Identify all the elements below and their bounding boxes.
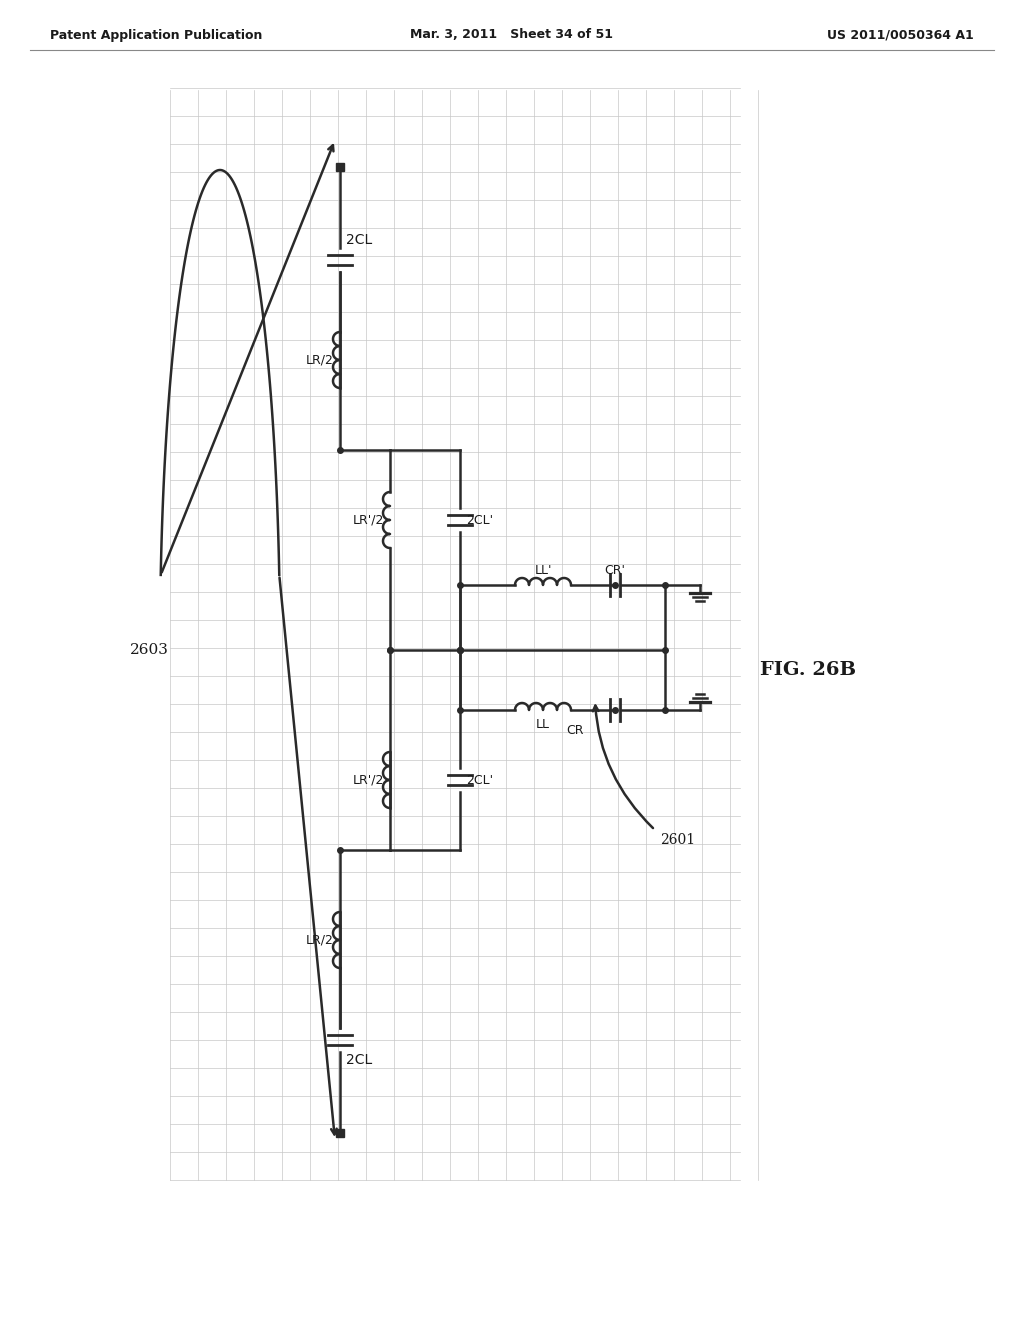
Text: LR/2: LR/2 bbox=[306, 933, 334, 946]
Text: 2CL: 2CL bbox=[346, 234, 373, 247]
Text: Mar. 3, 2011   Sheet 34 of 51: Mar. 3, 2011 Sheet 34 of 51 bbox=[411, 29, 613, 41]
Bar bbox=[336, 1129, 344, 1137]
Text: LR'/2: LR'/2 bbox=[352, 774, 384, 787]
Text: CR: CR bbox=[566, 723, 584, 737]
Text: LL: LL bbox=[536, 718, 550, 731]
Text: 2CL': 2CL' bbox=[466, 513, 494, 527]
Text: LL': LL' bbox=[535, 564, 552, 577]
Text: Patent Application Publication: Patent Application Publication bbox=[50, 29, 262, 41]
Text: 2603: 2603 bbox=[130, 643, 169, 657]
Text: CR': CR' bbox=[604, 564, 626, 577]
Text: 2601: 2601 bbox=[660, 833, 695, 847]
Text: LR/2: LR/2 bbox=[306, 354, 334, 367]
Text: 2CL': 2CL' bbox=[466, 774, 494, 787]
Bar bbox=[336, 162, 344, 172]
Text: FIG. 26B: FIG. 26B bbox=[760, 661, 856, 678]
Text: 2CL: 2CL bbox=[346, 1053, 373, 1067]
Text: LR'/2: LR'/2 bbox=[352, 513, 384, 527]
Text: US 2011/0050364 A1: US 2011/0050364 A1 bbox=[827, 29, 974, 41]
